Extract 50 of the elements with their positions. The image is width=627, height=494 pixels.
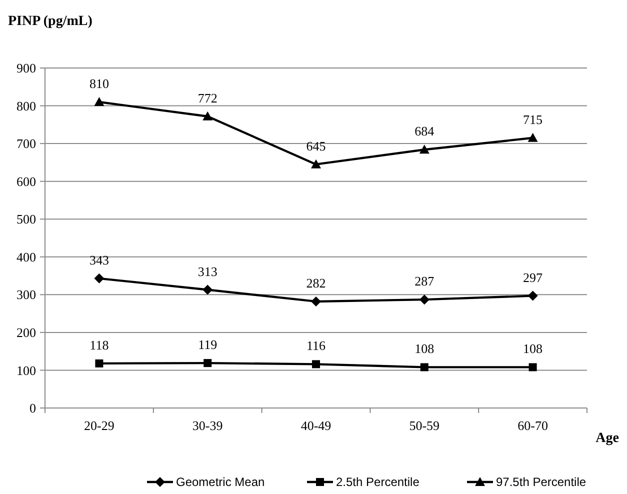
point <box>528 132 538 142</box>
x-tick-label: 20-29 <box>84 418 114 433</box>
point <box>312 360 320 368</box>
point <box>202 111 213 120</box>
chart-title: PINP (pg/mL) <box>8 14 93 29</box>
data-label: 118 <box>90 337 109 352</box>
data-label: 715 <box>523 112 543 127</box>
point <box>528 290 538 301</box>
point <box>94 273 104 284</box>
x-tick-label: 60-70 <box>518 418 548 433</box>
y-tick-label: 200 <box>16 324 36 340</box>
y-tick-label: 800 <box>16 98 36 114</box>
data-label: 343 <box>89 252 109 268</box>
legend-label: 97.5th Percentile <box>496 475 586 489</box>
data-label: 313 <box>198 264 218 279</box>
data-label: 282 <box>306 275 326 290</box>
y-tick-label: 100 <box>16 362 36 378</box>
data-label: 684 <box>414 124 435 139</box>
data-label: 810 <box>89 76 109 91</box>
point <box>311 296 321 306</box>
point <box>202 284 213 295</box>
y-tick-label: 500 <box>16 212 36 227</box>
data-label: 297 <box>523 270 544 285</box>
point <box>419 294 430 305</box>
x-tick-label: 40-49 <box>300 418 332 433</box>
point <box>94 97 104 106</box>
data-label: 108 <box>414 341 434 356</box>
x-tick-label: 30-39 <box>192 418 223 433</box>
point <box>311 159 321 168</box>
data-label: 772 <box>198 90 218 106</box>
point <box>95 359 104 368</box>
point <box>528 363 537 372</box>
y-tick-label: 900 <box>16 60 36 76</box>
y-tick-label: 0 <box>30 400 36 416</box>
data-label: 108 <box>523 341 543 356</box>
point <box>420 363 428 372</box>
y-tick-label: 400 <box>16 249 36 264</box>
data-label: 645 <box>306 138 326 154</box>
x-tick-label: 50-59 <box>409 418 440 433</box>
y-tick-label: 600 <box>16 174 36 189</box>
legend-label: 2.5th Percentile <box>336 475 420 489</box>
point <box>204 359 212 368</box>
y-tick-label: 300 <box>16 287 36 302</box>
data-label: 287 <box>414 274 435 289</box>
x-axis-title: Age <box>596 431 619 446</box>
data-label: 116 <box>306 338 326 354</box>
point <box>419 144 430 154</box>
y-tick-label: 700 <box>16 136 36 152</box>
data-label: 119 <box>198 337 218 352</box>
legend-label: Geometric Mean <box>176 475 265 489</box>
